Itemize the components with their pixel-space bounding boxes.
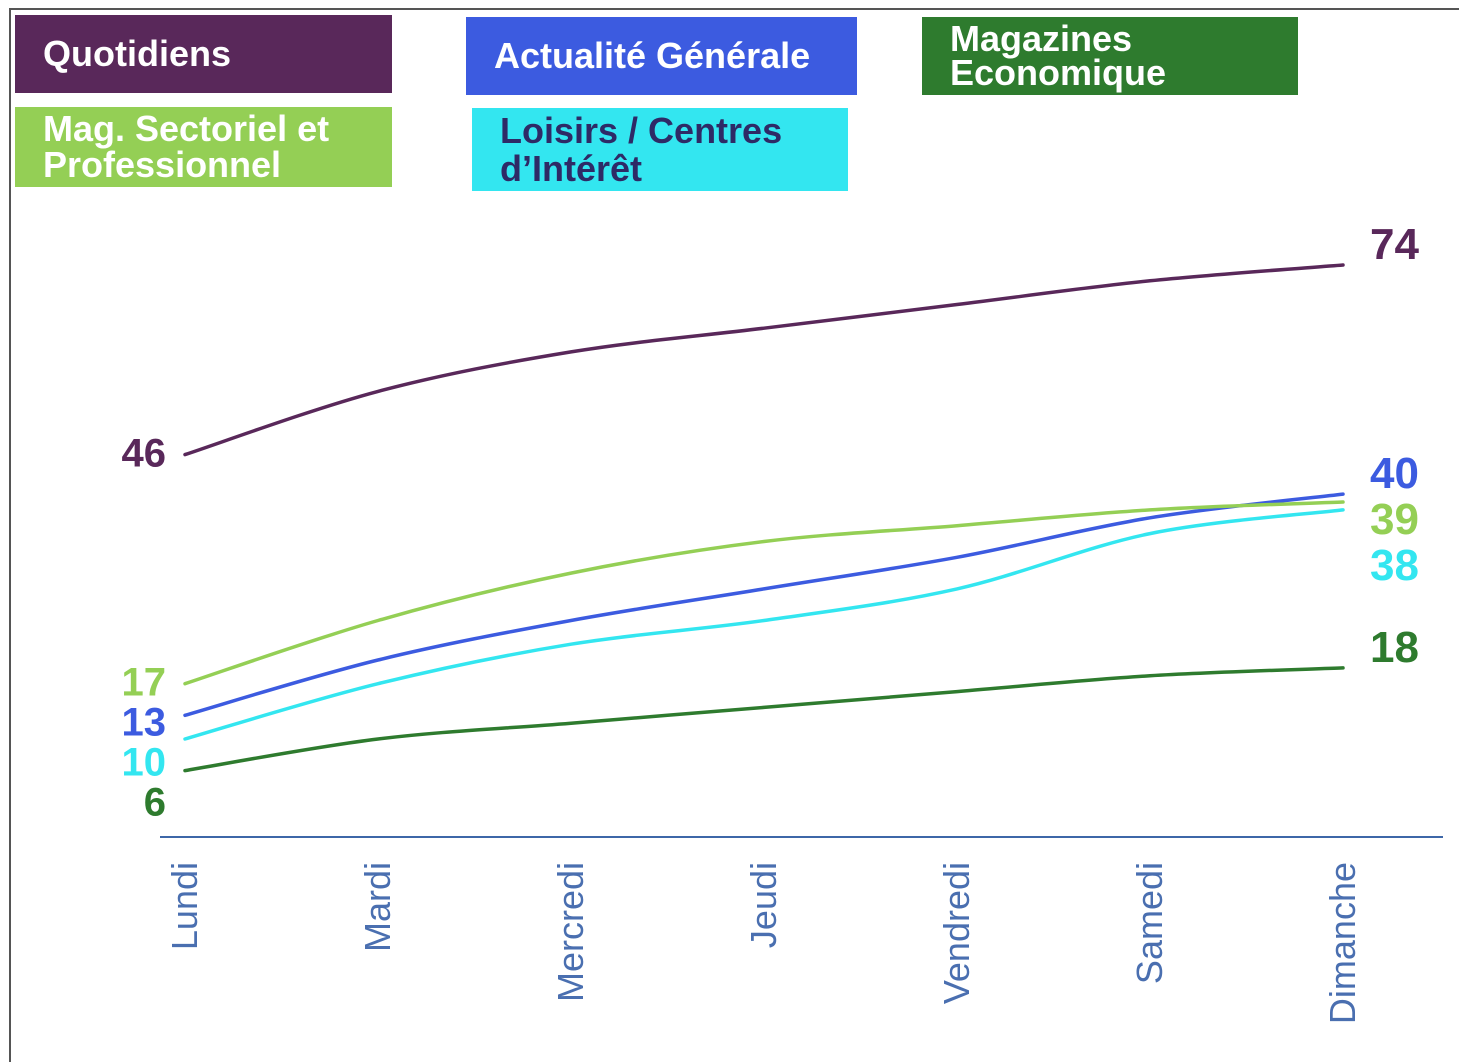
x-tick-label: Vendredi: [936, 862, 977, 1004]
legend-label: Loisirs / Centres d’Intérêt: [500, 109, 783, 189]
legend-label: Actualité Générale: [494, 35, 811, 76]
x-tick-label: Dimanche: [1322, 862, 1363, 1024]
series-line-4: [183, 500, 1345, 686]
legend-item-2: Actualité Générale: [466, 17, 857, 95]
end-value-label: 39: [1370, 495, 1419, 544]
legend-label: Magazines Economique: [950, 18, 1167, 93]
x-tick-label: Mercredi: [550, 862, 591, 1002]
start-value-label: 17: [122, 661, 167, 705]
start-value-label: 10: [122, 741, 167, 785]
x-tick-label: Samedi: [1129, 862, 1170, 984]
series-line-5: [183, 508, 1345, 741]
legend-item-5: Loisirs / Centres d’Intérêt: [472, 108, 848, 191]
legend-label: Quotidiens: [43, 33, 231, 74]
end-value-label: 40: [1370, 449, 1419, 498]
legend-item-3: Magazines Economique: [922, 17, 1298, 95]
series-line-1: [183, 263, 1345, 457]
x-tick-label: Jeudi: [743, 862, 784, 948]
legend-item-1: Quotidiens: [15, 15, 392, 93]
end-value-label: 18: [1370, 623, 1419, 672]
series-line-2: [183, 492, 1345, 718]
end-value-label: 74: [1370, 220, 1419, 269]
start-value-label: 13: [122, 701, 167, 745]
x-tick-label: Mardi: [357, 862, 398, 952]
start-value-label: 6: [144, 781, 166, 825]
chart-frame: [9, 8, 1459, 1062]
series-line-3: [183, 666, 1345, 773]
end-value-label: 38: [1370, 541, 1419, 590]
legend-label: Mag. Sectoriel et Professionnel: [43, 108, 330, 185]
x-tick-label: Lundi: [164, 862, 205, 950]
start-value-label: 46: [122, 432, 167, 476]
legend-item-4: Mag. Sectoriel et Professionnel: [15, 107, 392, 187]
